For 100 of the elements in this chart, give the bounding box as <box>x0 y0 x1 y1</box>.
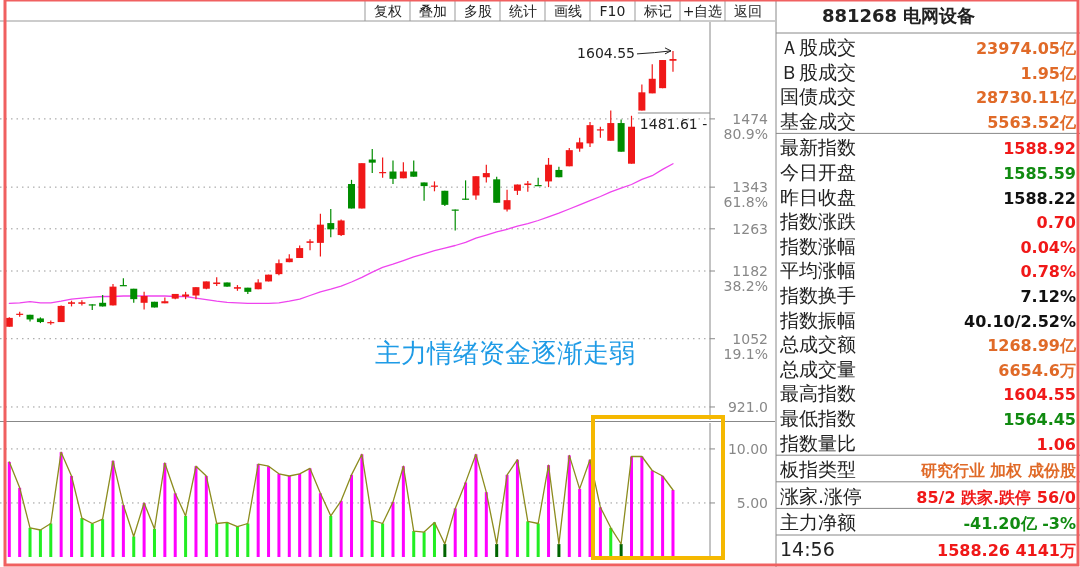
bar <box>142 502 146 557</box>
bar <box>495 544 499 557</box>
y2-tick-label: 61.8% <box>723 193 768 210</box>
bar <box>484 492 488 557</box>
bar <box>432 522 436 557</box>
category-label: 指数涨跌 <box>779 210 856 233</box>
bar <box>661 475 665 557</box>
bar <box>567 455 571 557</box>
text: 1588.26 4141万 <box>937 541 1076 560</box>
bar <box>246 523 250 557</box>
category-label: 主力净额 <box>780 511 856 534</box>
bar <box>277 473 281 557</box>
candlestick <box>389 159 397 185</box>
bar <box>287 475 291 557</box>
candlestick <box>472 175 480 201</box>
text: -41.20亿 -3% <box>963 514 1076 534</box>
candlestick <box>78 299 86 306</box>
bar <box>671 490 675 557</box>
category-label: 平均涨幅 <box>780 259 856 282</box>
text: 1585.59 <box>1003 164 1076 183</box>
bar <box>235 526 239 557</box>
bar <box>184 515 188 557</box>
bar <box>505 474 509 557</box>
y-tick-label: 5.00 <box>736 494 768 511</box>
bar <box>194 466 198 557</box>
y-tick-label: 1474 <box>732 110 769 127</box>
y-tick-label: 1343 <box>732 179 768 196</box>
text: 881268 电网设备 <box>822 5 976 26</box>
category-label: 指数换手 <box>779 284 856 306</box>
y-tick-label: 1052 <box>732 330 768 347</box>
bar <box>619 544 623 557</box>
text: 85/2 跌家.跌停 56/0 <box>916 487 1076 507</box>
annotation: 主力情绪资金逐渐走弱 <box>375 338 635 368</box>
text: 7.12% <box>1020 287 1076 306</box>
bar <box>339 500 343 557</box>
y-tick-label: 1263 <box>732 220 768 237</box>
line-series <box>8 451 674 545</box>
bar <box>225 522 229 557</box>
bar <box>90 523 94 557</box>
bar <box>101 519 105 557</box>
text: 1588.92 <box>1003 139 1076 159</box>
category-label: 最高指数 <box>780 382 856 405</box>
bar <box>547 465 551 557</box>
bar <box>132 536 136 557</box>
bar <box>598 507 602 557</box>
bar <box>215 523 219 557</box>
bar <box>381 523 385 557</box>
bar <box>173 493 177 557</box>
candlestick <box>327 208 335 238</box>
bar <box>401 466 405 557</box>
line-series <box>8 163 674 304</box>
y2-tick-label: 38.2% <box>723 277 768 294</box>
category-label: Ｂ股成交 <box>780 60 856 83</box>
category-label: 画线 <box>553 3 582 19</box>
category-label: 指数振幅 <box>779 308 856 331</box>
bar <box>152 528 156 557</box>
text: 5563.52亿 <box>987 112 1076 132</box>
bar <box>38 529 42 557</box>
bar <box>121 505 125 557</box>
candlestick <box>493 176 501 204</box>
bar <box>18 487 22 557</box>
bar <box>329 515 333 557</box>
bar <box>557 544 561 557</box>
candlestick <box>420 181 428 202</box>
bar <box>536 523 540 557</box>
bar <box>640 456 644 557</box>
text: 28730.11亿 <box>975 88 1076 108</box>
bar <box>28 527 32 557</box>
text: 1604.55 <box>1003 385 1076 405</box>
bar <box>453 508 457 557</box>
text: 1.06 <box>1036 434 1076 454</box>
category-label: 14:56 <box>780 538 835 560</box>
bar <box>422 532 426 557</box>
category-label: Ａ股成交 <box>780 36 856 58</box>
bar <box>578 488 582 557</box>
category-label: 国债成交 <box>780 85 856 108</box>
text: 研究行业 加权 成份股 <box>920 461 1076 481</box>
bar <box>298 473 302 557</box>
annotation: 1604.55 <box>577 44 635 61</box>
candlestick <box>368 148 376 174</box>
y2-tick-label: 80.9% <box>723 125 768 142</box>
text: 1564.45 <box>1003 410 1076 429</box>
category-label: 总成交额 <box>779 333 856 356</box>
bar <box>111 460 115 557</box>
bar <box>256 464 260 557</box>
annotation: 1481.61 - <box>639 116 708 132</box>
text: 0.78% <box>1020 262 1076 282</box>
y-tick-label: 10.00 <box>727 440 768 457</box>
bar <box>370 520 374 557</box>
candlestick <box>607 109 615 142</box>
text: 0.70 <box>1036 213 1076 233</box>
bar <box>59 452 63 557</box>
category-label: 指数量比 <box>779 431 856 454</box>
candlestick <box>638 83 646 112</box>
category-label: 指数涨幅 <box>779 234 856 257</box>
bar <box>80 518 84 557</box>
bar <box>7 461 11 557</box>
bar <box>360 454 364 557</box>
category-label: 涨家.涨停 <box>780 484 863 507</box>
bar <box>443 544 447 557</box>
